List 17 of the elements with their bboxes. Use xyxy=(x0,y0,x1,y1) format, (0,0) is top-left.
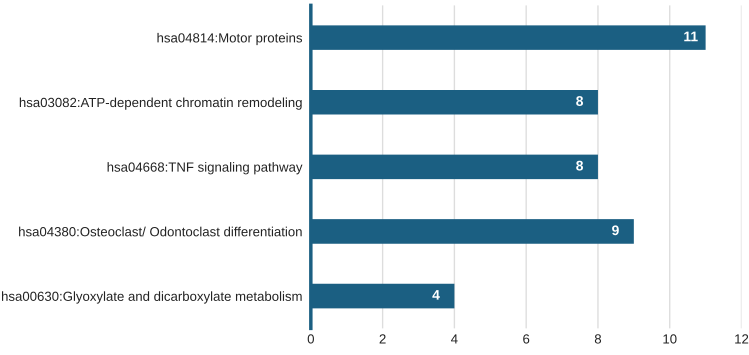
data-label: 4 xyxy=(432,290,440,300)
y-tick-label: hsa00630:Glyoxylate and dicarboxylate metabolism xyxy=(2,291,302,304)
data-label: 9 xyxy=(612,225,619,236)
x-tick-label: 6 xyxy=(523,334,530,344)
x-tick-label: 10 xyxy=(663,334,677,344)
x-tick-label: 2 xyxy=(380,334,386,344)
data-label: 8 xyxy=(576,96,584,106)
x-tick-label: 12 xyxy=(735,334,748,344)
y-tick-label: hsa04814:Motor proteins xyxy=(157,32,302,46)
y-tick-label: hsa03082:ATP-dependent chromatin remodeling xyxy=(20,97,302,110)
data-label: 8 xyxy=(576,160,584,171)
y-tick-label: hsa04668:TNF signaling pathway xyxy=(108,162,302,174)
x-tick-label: 0 xyxy=(308,334,314,344)
y-tick-label: hsa04380:Osteoclast/ Odontoclast differentiation xyxy=(19,226,302,236)
x-tick-label: 4 xyxy=(451,334,458,344)
x-tick-label: 8 xyxy=(594,334,602,344)
data-label: 11 xyxy=(684,32,698,42)
